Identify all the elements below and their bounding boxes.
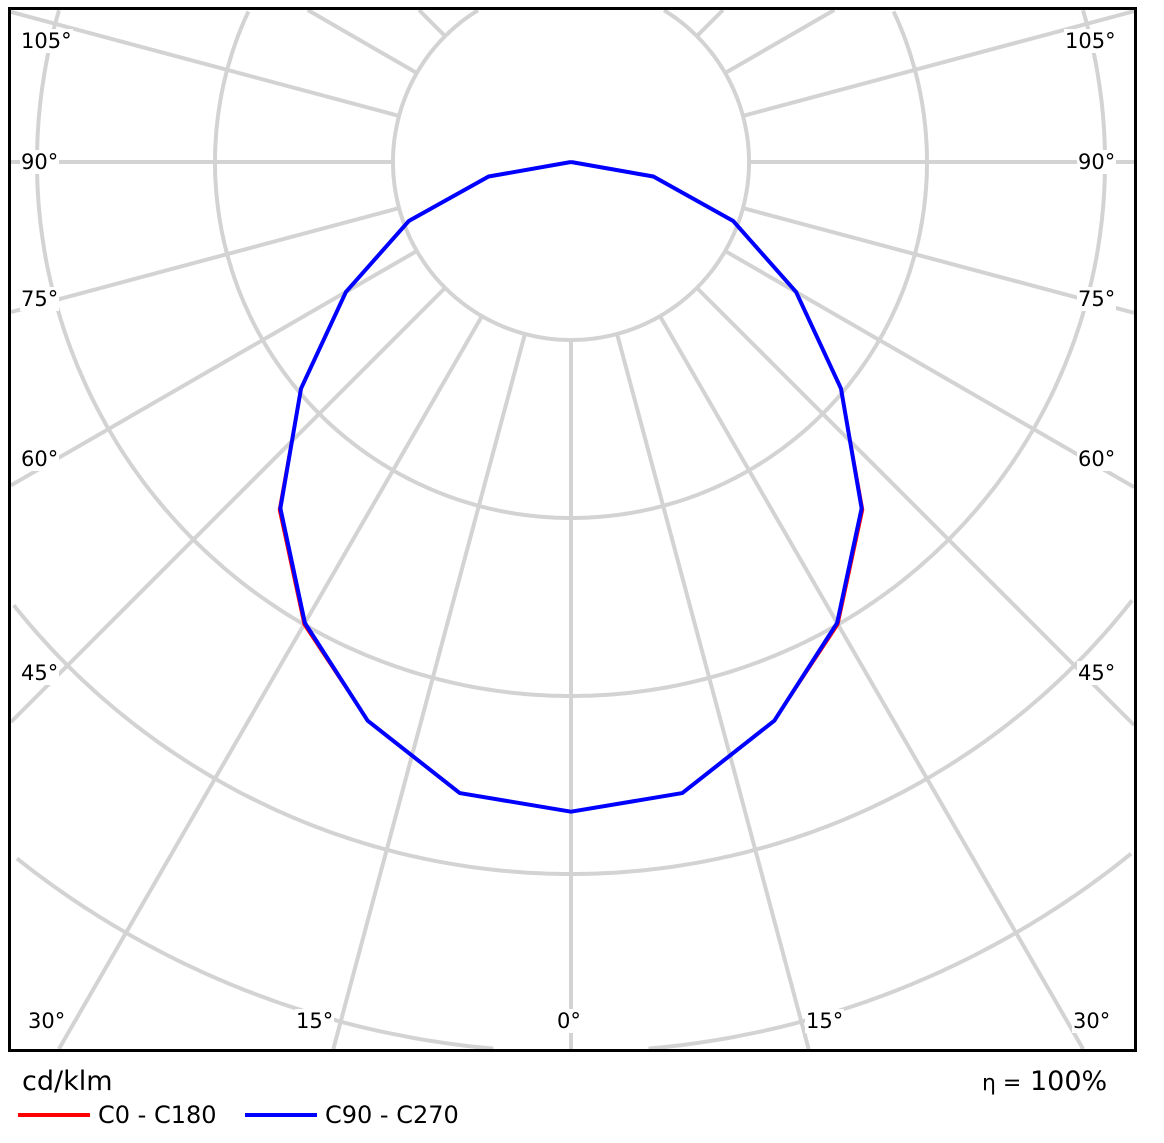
grid-spoke <box>306 8 418 75</box>
angle-label-bottom-15-left: 15° <box>295 1009 335 1033</box>
grid-ring <box>391 8 571 342</box>
grid-spoke <box>695 286 1136 727</box>
grid-ring <box>571 10 929 520</box>
grid-spoke <box>724 249 1135 489</box>
grid-spoke <box>615 333 811 1050</box>
angle-label-right-105: 105° <box>1064 29 1117 53</box>
legend-item-c0: C0 - C180 <box>18 1100 217 1130</box>
efficiency: η = 100% <box>982 1066 1107 1100</box>
angle-label-right-60: 60° <box>1077 447 1117 471</box>
grid-ring <box>571 9 1107 698</box>
series-curve-c90-c270 <box>278 160 864 814</box>
grid-ring <box>12 603 571 876</box>
eta-symbol: η = <box>982 1071 1022 1096</box>
angle-label-bottom-15-right: 15° <box>805 1009 845 1033</box>
angle-label-left-75: 75° <box>20 287 60 311</box>
unit-label: cd/klm <box>22 1066 113 1097</box>
angle-label-left-105: 105° <box>20 29 73 53</box>
angle-label-bottom-0: 0° <box>556 1009 582 1033</box>
grid-ring <box>571 8 751 342</box>
grid-spoke <box>57 315 484 1051</box>
angle-label-right-90: 90° <box>1077 150 1117 174</box>
grid-spoke <box>9 249 418 488</box>
grid-spoke <box>9 286 447 724</box>
grid-ring <box>571 599 1134 876</box>
chart-frame <box>8 7 1137 1052</box>
grid-spoke <box>331 333 527 1050</box>
legend-swatch-red <box>18 1113 90 1117</box>
legend-label: C90 - C270 <box>325 1101 459 1129</box>
angle-label-right-45: 45° <box>1077 661 1117 685</box>
grid-spoke <box>417 8 447 38</box>
legend-item-c90: C90 - C270 <box>245 1100 459 1130</box>
grid-ring <box>213 10 571 520</box>
grid-spoke <box>695 8 725 38</box>
legend-swatch-blue <box>245 1113 317 1117</box>
legend-label: C0 - C180 <box>98 1101 217 1129</box>
angle-label-right-75: 75° <box>1077 287 1117 311</box>
curves <box>277 160 865 814</box>
angle-label-left-45: 45° <box>20 661 60 685</box>
polar-grid <box>9 8 1136 1051</box>
grid-spoke <box>10 10 400 118</box>
grid-spoke <box>10 206 400 314</box>
grid-ring <box>648 852 1133 1051</box>
grid-spoke <box>724 8 836 75</box>
grid-spoke <box>658 315 1085 1051</box>
grid-ring <box>15 856 494 1051</box>
angle-label-bottom-30-left: 30° <box>27 1009 67 1033</box>
angle-label-left-90: 90° <box>20 150 60 174</box>
grid-ring <box>35 9 571 698</box>
grid-spoke <box>742 206 1135 315</box>
grid-spoke <box>742 9 1135 118</box>
efficiency-value: 100% <box>1029 1066 1108 1097</box>
angle-label-bottom-30-right: 30° <box>1072 1009 1112 1033</box>
angle-label-left-60: 60° <box>20 447 60 471</box>
